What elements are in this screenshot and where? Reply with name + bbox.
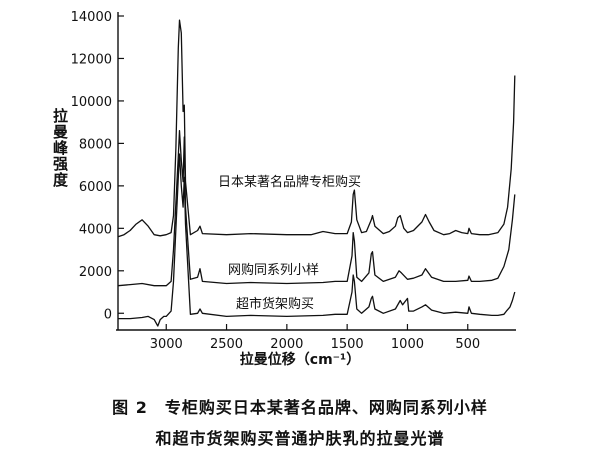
y-tick-label: 14000 xyxy=(71,10,112,25)
series-annotation: 网购同系列小样 xyxy=(228,262,319,278)
y-tick-label: 8000 xyxy=(79,137,112,152)
ticks: 0 2000 4000 6000 8000 10000 12000 14000 3000 2500… xyxy=(71,10,481,352)
figure-caption-line2: 和超市货架购买普通护肤乳的拉曼光谱 xyxy=(155,429,445,448)
y-tick-label: 6000 xyxy=(79,180,112,195)
y-tick-label: 4000 xyxy=(79,222,112,237)
y-axis-label: 拉曼峰强度 xyxy=(51,108,69,188)
y-tick-label: 12000 xyxy=(71,52,112,67)
y-tick-label: 10000 xyxy=(71,95,112,110)
y-tick-label: 0 xyxy=(104,307,112,322)
figure-caption-line1: 图 2 专柜购买日本某著名品牌、网购同系列小样 xyxy=(112,398,488,417)
series-line-3 xyxy=(118,153,516,327)
chart-svg: 0 2000 4000 6000 8000 10000 12000 14000 3000 2500… xyxy=(71,10,516,352)
series-annotation: 超市货架购买 xyxy=(236,296,314,312)
x-tick-label: 1000 xyxy=(391,337,424,352)
x-axis-label: 拉曼位移（cm⁻¹） xyxy=(239,352,361,368)
series-annotation: 日本某著名品牌专柜购买 xyxy=(218,174,361,190)
x-tick-label: 1500 xyxy=(331,337,364,352)
axes xyxy=(116,12,516,331)
x-tick-label: 3000 xyxy=(150,337,183,352)
series-lines xyxy=(117,19,516,327)
series-line-2 xyxy=(117,130,516,287)
series-line-1 xyxy=(117,19,516,238)
x-tick-label: 500 xyxy=(455,337,480,352)
x-tick-label: 2500 xyxy=(210,337,243,352)
x-tick-label: 2000 xyxy=(270,337,303,352)
y-tick-label: 2000 xyxy=(79,265,112,280)
